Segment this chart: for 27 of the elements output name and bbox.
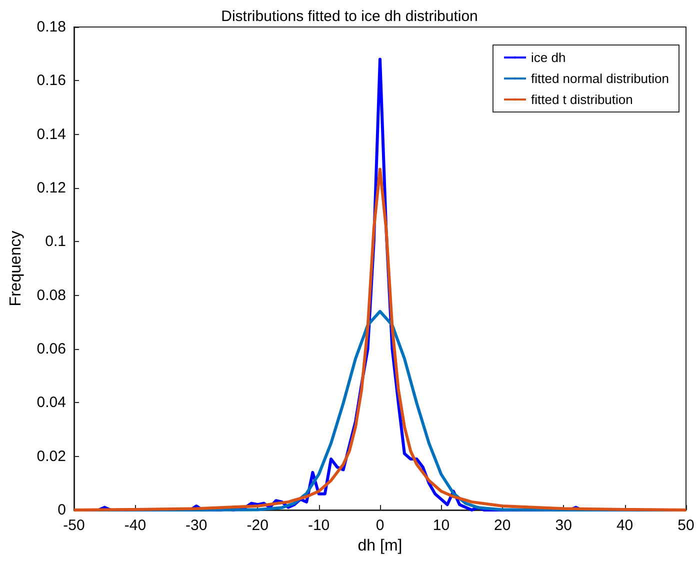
y-tick-label: 0.08	[36, 286, 66, 304]
x-tick-label: 10	[432, 517, 450, 534]
y-axis-title: Frequency	[8, 230, 24, 306]
y-tick-label: 0.12	[36, 180, 66, 196]
chart-title: Distributions fitted to ice dh distribution	[221, 8, 478, 25]
legend-label: fitted normal distribution	[530, 71, 670, 86]
legend-label: ice dh	[530, 50, 566, 65]
x-tick-label: -10	[308, 517, 330, 534]
x-tick-label: -20	[246, 517, 268, 534]
x-tick-label: 20	[494, 517, 511, 534]
y-tick-label: 0.16	[36, 72, 66, 90]
legend-label: fitted t distribution	[530, 92, 633, 107]
x-tick-label: 30	[555, 517, 572, 534]
y-tick-label: 0	[58, 502, 66, 518]
x-tick-label: 0	[376, 517, 384, 534]
y-tick-label: 0.06	[36, 340, 66, 358]
y-tick-label: 0.14	[36, 126, 66, 143]
x-tick-label: -30	[186, 517, 208, 534]
y-tick-label: 0.18	[36, 18, 66, 36]
x-tick-label: -50	[63, 517, 85, 534]
x-tick-label: 40	[616, 517, 634, 534]
y-tick-label: 0.04	[36, 394, 66, 412]
x-tick-label: 50	[678, 517, 694, 534]
y-tick-label: 0.1	[45, 233, 66, 250]
x-tick-label: -40	[124, 517, 146, 534]
x-axis-title: dh [m]	[358, 538, 402, 554]
y-tick-label: 0.02	[36, 448, 66, 465]
